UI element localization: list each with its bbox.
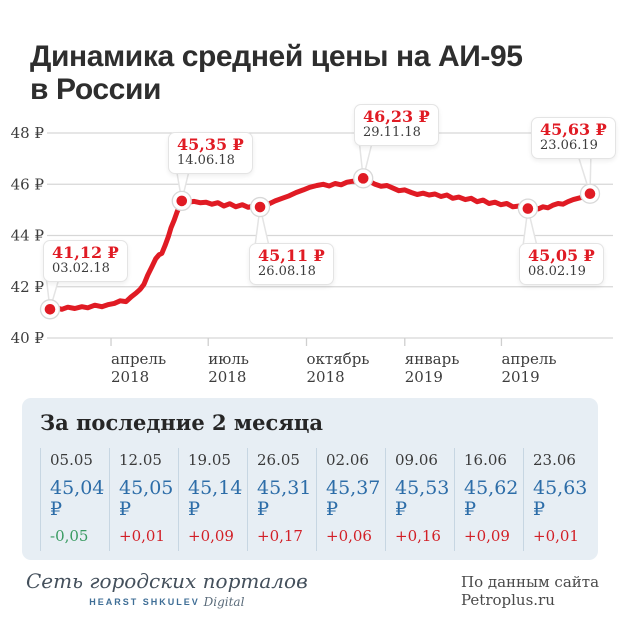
panel-title: За последние 2 месяца <box>40 410 323 435</box>
source-label: По данным сайта <box>461 573 600 591</box>
column-change: +0,16 <box>395 527 441 546</box>
table-column: 02.06 45,37 ₽ +0,06 <box>316 448 385 552</box>
y-axis-label: 42 ₽ <box>11 278 45 296</box>
price-callout: 45,63 ₽ 23.06.19 <box>531 117 616 160</box>
publisher-name: HEARST SHKULEV <box>89 597 200 607</box>
callout-price: 46,23 ₽ <box>363 107 430 126</box>
column-date: 16.06 <box>464 451 507 469</box>
callout-price: 45,35 ₽ <box>177 135 244 154</box>
callout-date: 26.08.18 <box>258 264 316 280</box>
data-source: По данным сайта Petroplus.ru <box>461 573 599 610</box>
column-price: 45,05 ₽ <box>119 477 174 520</box>
x-axis-label-year: 2019 <box>405 368 443 386</box>
column-change: +0,01 <box>119 527 165 546</box>
callout-price: 45,05 ₽ <box>528 246 595 265</box>
price-callout: 46,23 ₽ 29.11.18 <box>354 104 439 147</box>
column-price: 45,37 ₽ <box>326 477 381 520</box>
data-point-marker <box>584 188 596 200</box>
table-column: 23.06 45,63 ₽ +0,01 <box>523 448 592 552</box>
x-axis-label-year: 2019 <box>501 368 539 386</box>
y-axis-label: 44 ₽ <box>11 227 45 245</box>
table-column: 26.05 45,31 ₽ +0,17 <box>247 448 316 552</box>
column-date: 26.05 <box>257 451 300 469</box>
recent-prices-table: 05.05 45,04 ₽ -0,05 12.05 45,05 ₽ +0,01 19.0… <box>40 448 592 552</box>
column-price: 45,31 ₽ <box>257 477 312 520</box>
callout-date: 14.06.18 <box>177 153 235 169</box>
network-logo-text: Сеть городских порталов <box>26 569 308 593</box>
data-point-marker <box>522 203 534 214</box>
page-title: Динамика средней цены на АИ-95 в России <box>30 40 523 107</box>
column-change: +0,17 <box>257 527 303 546</box>
x-axis-label-year: 2018 <box>307 368 345 386</box>
data-point-marker <box>254 201 266 213</box>
x-axis-label-month: апрель <box>501 350 556 368</box>
column-date: 12.05 <box>119 451 162 469</box>
x-axis-label-month: январь <box>405 350 460 368</box>
table-column: 05.05 45,04 ₽ -0,05 <box>40 448 109 552</box>
table-column: 12.05 45,05 ₽ +0,01 <box>109 448 178 552</box>
table-column: 16.06 45,62 ₽ +0,09 <box>454 448 523 552</box>
column-price: 45,63 ₽ <box>533 477 588 520</box>
column-price: 45,14 ₽ <box>188 477 243 520</box>
column-price: 45,53 ₽ <box>395 477 450 520</box>
column-date: 09.06 <box>395 451 438 469</box>
price-callout: 45,35 ₽ 14.06.18 <box>168 132 253 175</box>
x-axis-label-year: 2018 <box>208 368 246 386</box>
callout-date: 29.11.18 <box>363 125 421 141</box>
data-point-marker <box>357 173 369 184</box>
callout-price: 45,11 ₽ <box>258 246 325 265</box>
price-callout: 45,11 ₽ 26.08.18 <box>249 243 334 286</box>
x-axis-label-month: июль <box>208 350 249 368</box>
network-logo: Сеть городских порталов HEARST SHKULEV D… <box>26 569 308 610</box>
column-date: 23.06 <box>533 451 576 469</box>
x-axis-label-year: 2018 <box>111 368 149 386</box>
y-axis-label: 46 ₽ <box>11 175 45 193</box>
table-column: 19.05 45,14 ₽ +0,09 <box>178 448 247 552</box>
column-date: 02.06 <box>326 451 369 469</box>
publisher-suffix: Digital <box>203 595 245 609</box>
column-change: -0,05 <box>50 527 89 546</box>
column-change: +0,06 <box>326 527 372 546</box>
y-axis-label: 40 ₽ <box>11 329 45 347</box>
publisher-logo: HEARST SHKULEV Digital <box>26 595 308 609</box>
callout-date: 08.02.19 <box>528 264 586 280</box>
column-price: 45,62 ₽ <box>464 477 519 520</box>
column-change: +0,09 <box>464 527 510 546</box>
column-price: 45,04 ₽ <box>50 477 105 520</box>
y-axis-label: 48 ₽ <box>11 124 45 142</box>
callout-price: 45,63 ₽ <box>540 120 607 139</box>
column-date: 19.05 <box>188 451 231 469</box>
price-callout: 41,12 ₽ 03.02.18 <box>43 240 128 283</box>
price-callout: 45,05 ₽ 08.02.19 <box>519 243 604 286</box>
recent-prices-panel: За последние 2 месяца 05.05 45,04 ₽ -0,05… <box>22 398 598 560</box>
callout-price: 41,12 ₽ <box>52 243 119 262</box>
column-date: 05.05 <box>50 451 93 469</box>
callout-date: 23.06.19 <box>540 138 598 154</box>
callout-date: 03.02.18 <box>52 261 110 277</box>
column-change: +0,09 <box>188 527 234 546</box>
source-site: Petroplus.ru <box>461 591 555 610</box>
column-change: +0,01 <box>533 527 579 546</box>
price-line <box>47 175 593 312</box>
data-point-marker <box>176 195 188 207</box>
x-axis-label-month: апрель <box>111 350 166 368</box>
table-column: 09.06 45,53 ₽ +0,16 <box>385 448 454 552</box>
data-point-marker <box>44 304 56 315</box>
x-axis-label-month: октябрь <box>307 350 370 368</box>
